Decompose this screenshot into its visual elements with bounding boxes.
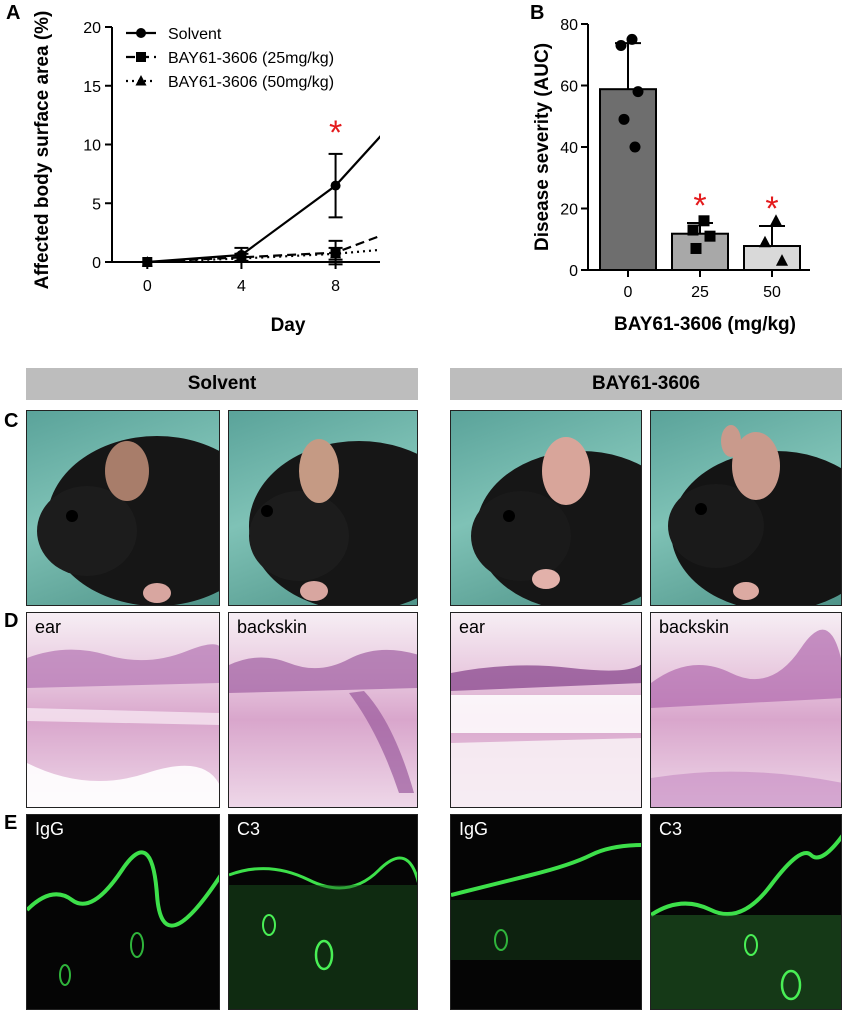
mouse-silhouette — [37, 436, 219, 605]
x-axis-title: BAY61-3606 (mg/kg) — [614, 314, 796, 335]
fluorescence-signal — [229, 856, 417, 1009]
y-axis-title: Affected body surface area (%) — [32, 11, 53, 290]
data-point — [769, 214, 783, 226]
legend-marker — [136, 28, 146, 38]
legend-label: Solvent — [168, 26, 222, 43]
series-line — [147, 234, 380, 264]
y-tick-label: 0 — [569, 263, 578, 280]
histology-image: ear — [26, 612, 220, 808]
data-point — [618, 113, 630, 125]
data-point — [141, 256, 153, 267]
data-point — [235, 252, 247, 263]
mouse-silhouette — [249, 439, 417, 605]
x-tick-label: 0 — [143, 278, 152, 295]
significance-star: * — [329, 114, 342, 152]
panel-b-letter: B — [530, 2, 545, 24]
y-axis-title: Disease severity (AUC) — [532, 43, 553, 251]
data-point — [626, 33, 638, 45]
data-point — [775, 254, 789, 266]
immunofluorescence-image: C3 — [650, 814, 842, 1010]
stain-label: IgG — [35, 819, 65, 839]
bar — [743, 245, 801, 271]
data-point — [615, 40, 627, 52]
panel-d-letter: D — [4, 610, 19, 632]
x-axis-title: Day — [271, 315, 306, 336]
data-point — [687, 224, 699, 236]
data-point — [632, 86, 644, 98]
data-point — [698, 215, 710, 227]
y-tick-label: 5 — [92, 196, 101, 213]
mouse-photo — [228, 410, 418, 606]
y-tick-label: 80 — [560, 17, 578, 34]
histology-label: backskin — [659, 617, 730, 637]
legend-marker — [135, 75, 147, 86]
histology-image: backskin — [228, 612, 418, 808]
group-header-bay61: BAY61-3606 — [450, 368, 842, 400]
bar-chart-disease-severity: 0 20 40 60 80 * * 0 25 50 BAY61-3606 (mg/kg) Di… — [532, 17, 810, 335]
mouse-silhouette — [471, 437, 641, 605]
histology-label: backskin — [237, 617, 308, 637]
y-tick-label: 15 — [83, 79, 101, 96]
panel-c-letter: C — [4, 410, 19, 432]
histology-label: ear — [459, 617, 486, 637]
legend-label: BAY61-3606 (50mg/kg) — [168, 74, 334, 91]
y-tick-label: 10 — [83, 138, 101, 155]
stain-label: IgG — [459, 819, 489, 839]
y-tick-label: 60 — [560, 79, 578, 96]
significance-star: * — [765, 190, 778, 228]
legend-marker — [136, 52, 146, 62]
immunofluorescence-image: IgG — [450, 814, 642, 1010]
data-point — [690, 242, 702, 254]
data-point — [330, 247, 342, 259]
fluorescence-signal — [651, 834, 841, 1009]
histology-texture — [27, 644, 219, 807]
histology-label: ear — [35, 617, 62, 637]
y-tick-label: 20 — [83, 20, 101, 37]
histology-image: backskin — [650, 612, 842, 808]
x-tick-label: 25 — [691, 284, 709, 301]
stain-label: C3 — [659, 819, 683, 839]
histology-texture — [651, 629, 841, 807]
fluorescence-signal — [451, 843, 641, 960]
x-tick-label: 50 — [763, 284, 781, 301]
x-tick-label: 4 — [237, 278, 246, 295]
immunofluorescence-image: C3 — [228, 814, 418, 1010]
mouse-photo — [650, 410, 842, 606]
mouse-photo — [450, 410, 642, 606]
series-triangle — [141, 246, 380, 267]
mouse-silhouette — [668, 425, 841, 605]
fluorescence-signal — [27, 850, 219, 986]
panel-a-letter: A — [6, 2, 21, 24]
group-header-solvent: Solvent — [26, 368, 418, 400]
data-point — [758, 235, 772, 248]
legend-label: BAY61-3606 (25mg/kg) — [168, 50, 334, 67]
series-line — [147, 135, 380, 264]
histology-image: ear — [450, 612, 642, 808]
y-tick-label: 40 — [560, 140, 578, 157]
data-point — [330, 180, 341, 191]
y-tick-label: 0 — [92, 255, 101, 272]
significance-star: * — [693, 187, 706, 225]
x-tick-label: 0 — [624, 284, 633, 301]
immunofluorescence-image: IgG — [26, 814, 220, 1010]
histology-texture — [229, 649, 417, 793]
y-tick-label: 20 — [560, 202, 578, 219]
panel-e-letter: E — [4, 812, 18, 834]
stain-label: C3 — [237, 819, 261, 839]
histology-texture — [451, 664, 641, 807]
mouse-photo — [26, 410, 220, 606]
data-point — [629, 141, 641, 153]
data-point — [704, 230, 716, 242]
x-tick-label: 8 — [331, 278, 340, 295]
